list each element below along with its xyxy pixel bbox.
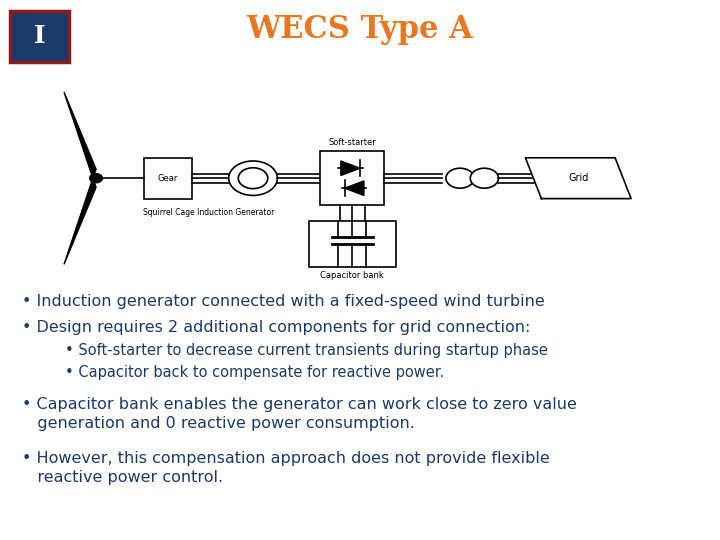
Polygon shape [64, 92, 96, 178]
Polygon shape [64, 178, 96, 265]
Polygon shape [341, 161, 360, 176]
Text: • Soft-starter to decrease current transients during startup phase: • Soft-starter to decrease current trans… [65, 343, 548, 358]
FancyBboxPatch shape [144, 158, 192, 199]
Text: Capacitor bank: Capacitor bank [320, 271, 384, 280]
Text: I: I [34, 24, 45, 49]
Text: • Capacitor back to compensate for reactive power.: • Capacitor back to compensate for react… [65, 364, 444, 380]
FancyBboxPatch shape [320, 151, 384, 205]
Text: • Induction generator connected with a fixed-speed wind turbine: • Induction generator connected with a f… [22, 294, 544, 309]
Circle shape [446, 168, 474, 188]
FancyBboxPatch shape [309, 221, 396, 267]
Circle shape [238, 168, 268, 188]
Text: • However, this compensation approach does not provide flexible
   reactive powe: • However, this compensation approach do… [22, 451, 549, 485]
Text: • Capacitor bank enables the generator can work close to zero value
   generatio: • Capacitor bank enables the generator c… [22, 397, 577, 431]
Circle shape [89, 174, 102, 183]
Text: Squirrel Cage Induction Generator: Squirrel Cage Induction Generator [143, 208, 274, 217]
Text: WECS Type A: WECS Type A [247, 14, 473, 45]
Circle shape [470, 168, 498, 188]
Polygon shape [345, 181, 364, 195]
Circle shape [229, 161, 277, 195]
Text: Gear: Gear [158, 174, 179, 183]
Polygon shape [526, 158, 631, 199]
FancyBboxPatch shape [11, 11, 69, 62]
Text: Soft-starter: Soft-starter [328, 138, 377, 147]
Text: Grid: Grid [568, 173, 588, 183]
Text: • Design requires 2 additional components for grid connection:: • Design requires 2 additional component… [22, 320, 530, 335]
